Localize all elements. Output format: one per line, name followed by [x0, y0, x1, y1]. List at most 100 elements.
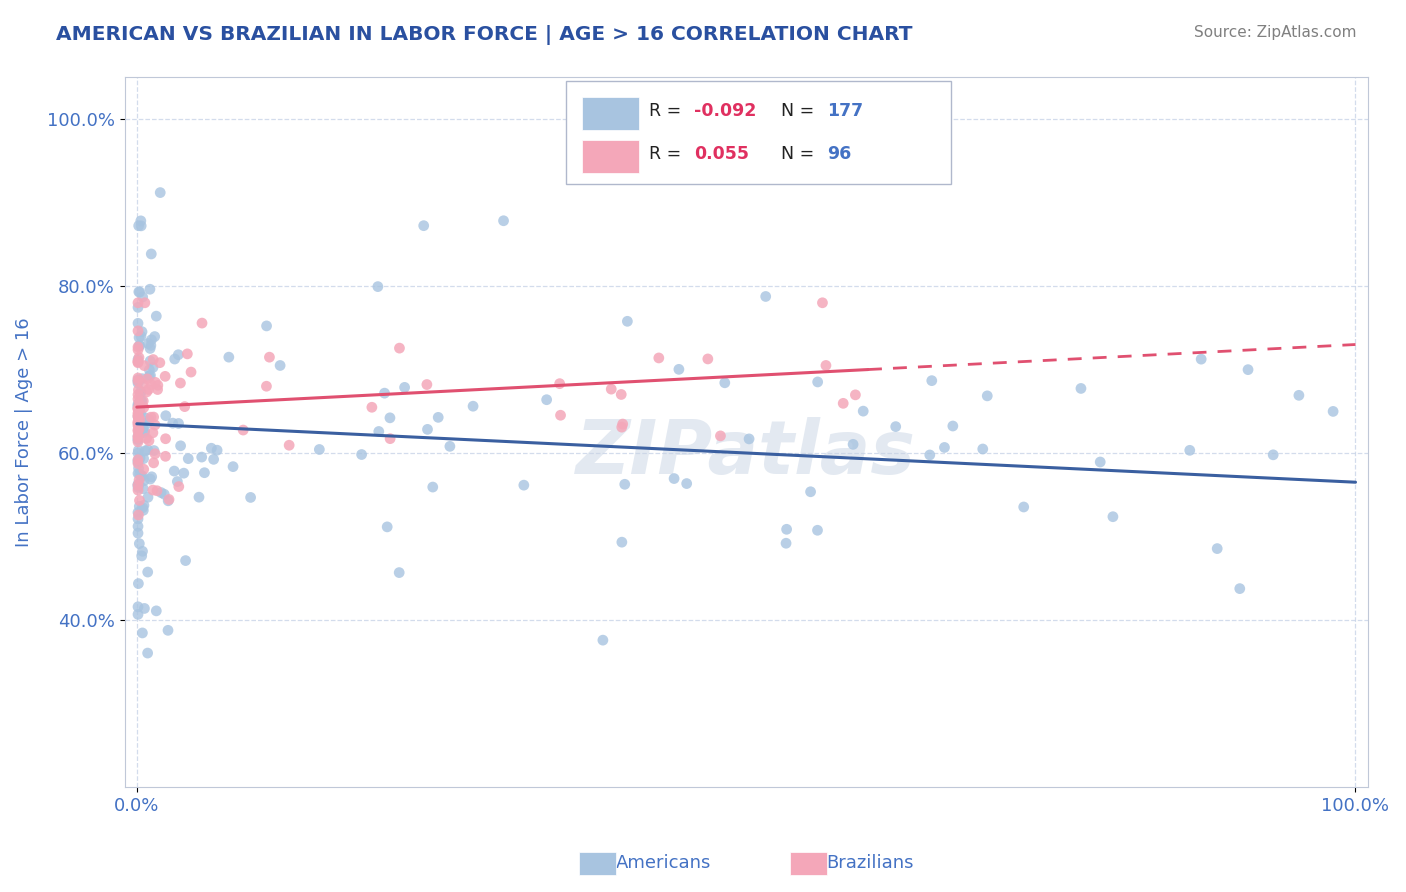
Point	[134, 410, 156, 425]
Point	[127, 397, 149, 411]
Point	[127, 371, 149, 385]
Point	[127, 409, 149, 424]
Point	[128, 219, 150, 233]
Point	[713, 376, 735, 390]
Point	[755, 289, 778, 303]
Point	[842, 437, 865, 451]
Point	[127, 324, 149, 338]
Point	[844, 388, 866, 402]
Point	[135, 431, 157, 445]
Point	[492, 213, 515, 227]
Point	[167, 417, 190, 431]
Point	[128, 330, 150, 344]
Point	[132, 503, 155, 517]
Point	[138, 412, 160, 426]
Point	[141, 470, 163, 484]
Point	[439, 439, 461, 453]
Point	[129, 406, 152, 420]
Text: R =: R =	[650, 103, 688, 120]
Point	[156, 624, 179, 638]
Point	[127, 301, 149, 315]
Point	[127, 410, 149, 425]
Point	[141, 333, 163, 347]
Point	[884, 419, 907, 434]
Point	[256, 318, 278, 333]
Point	[134, 474, 156, 488]
Point	[131, 626, 153, 640]
Point	[127, 354, 149, 368]
Point	[132, 401, 155, 415]
Point	[132, 498, 155, 512]
Point	[191, 316, 214, 330]
Point	[128, 461, 150, 475]
Point	[138, 434, 160, 448]
Point	[127, 374, 149, 388]
Point	[127, 399, 149, 413]
Point	[136, 336, 159, 351]
Point	[139, 472, 162, 486]
Point	[416, 377, 439, 392]
Point	[128, 417, 150, 432]
Point	[127, 443, 149, 458]
Point	[1189, 352, 1212, 367]
Text: Brazilians: Brazilians	[827, 855, 914, 872]
Point	[134, 424, 156, 438]
Point	[155, 432, 177, 446]
Point	[173, 400, 195, 414]
Point	[129, 214, 152, 228]
Point	[205, 443, 228, 458]
Point	[610, 420, 633, 434]
Point	[134, 601, 156, 615]
Point	[127, 373, 149, 387]
Point	[374, 386, 396, 401]
Point	[394, 380, 416, 394]
Point	[173, 466, 195, 480]
Point	[127, 429, 149, 443]
Point	[169, 439, 191, 453]
FancyBboxPatch shape	[582, 140, 640, 173]
Point	[139, 282, 162, 296]
Point	[976, 389, 998, 403]
Point	[162, 416, 184, 430]
Point	[200, 442, 222, 456]
Point	[132, 425, 155, 440]
Point	[127, 415, 149, 429]
Point	[367, 279, 389, 293]
Point	[610, 387, 633, 401]
Point	[127, 480, 149, 494]
Point	[278, 438, 301, 452]
Point	[136, 416, 159, 430]
Point	[150, 485, 173, 500]
Point	[613, 477, 636, 491]
Point	[142, 352, 165, 367]
Point	[153, 487, 176, 501]
Point	[143, 447, 166, 461]
Point	[139, 342, 162, 356]
Text: Americans: Americans	[616, 855, 711, 872]
Point	[1229, 582, 1251, 596]
Point	[167, 480, 190, 494]
Point	[128, 536, 150, 550]
Point	[1206, 541, 1229, 556]
Point	[127, 446, 149, 460]
Point	[127, 400, 149, 414]
Point	[127, 316, 149, 330]
Point	[550, 409, 572, 423]
Point	[1178, 443, 1201, 458]
Text: 177: 177	[827, 103, 863, 120]
Point	[129, 413, 152, 427]
Point	[127, 376, 149, 391]
Point	[127, 433, 149, 447]
Point	[127, 423, 149, 437]
Point	[142, 360, 165, 375]
Point	[127, 401, 149, 416]
Point	[127, 512, 149, 526]
Point	[128, 396, 150, 410]
Point	[259, 350, 281, 364]
Point	[128, 351, 150, 365]
Point	[132, 500, 155, 515]
Point	[427, 410, 450, 425]
Point	[131, 549, 153, 563]
Point	[548, 376, 571, 391]
Point	[378, 410, 401, 425]
